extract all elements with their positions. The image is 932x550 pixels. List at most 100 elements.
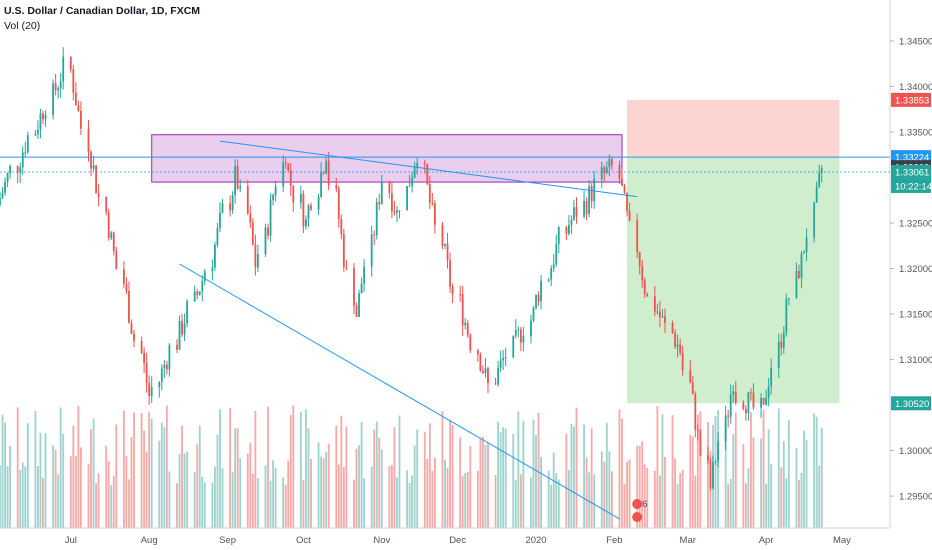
candle-body — [585, 200, 588, 214]
volume-bar — [72, 426, 75, 528]
candle-body — [583, 200, 585, 217]
price-tick-label: 1.32500 — [899, 219, 932, 230]
time-tick-label: May — [833, 535, 851, 546]
candle-body — [605, 167, 608, 174]
volume-bar — [54, 449, 57, 528]
volume-bar — [770, 464, 773, 528]
volume-bar — [176, 483, 178, 528]
volume-bar — [406, 470, 408, 528]
candle-body — [555, 244, 558, 265]
candle-body — [787, 297, 790, 299]
candle-body — [610, 158, 613, 166]
candle-body — [393, 211, 396, 213]
candle-body — [105, 197, 108, 213]
volume-bar — [236, 428, 239, 528]
candle-body — [573, 207, 575, 220]
volume-bar — [125, 456, 128, 528]
volume-bar — [115, 424, 118, 528]
volume-bar — [547, 470, 550, 528]
price-tick-label: 1.31500 — [899, 310, 932, 321]
volume-bar — [765, 483, 768, 528]
volume-bar — [19, 469, 22, 528]
candle-body — [628, 211, 631, 221]
volume-bar — [4, 422, 6, 528]
volume-bar — [24, 466, 27, 528]
volume-bar — [479, 437, 482, 528]
volume-bar — [337, 464, 340, 528]
volume-bar — [398, 415, 401, 528]
candle-body — [517, 329, 520, 331]
volume-bar — [787, 419, 790, 528]
volume-bar — [249, 442, 252, 528]
candle-body — [307, 205, 310, 220]
candle-body — [193, 291, 196, 302]
candle-body — [752, 392, 755, 408]
candle-body — [742, 402, 745, 409]
candle-body — [818, 172, 821, 187]
take-profit-zone — [627, 157, 840, 404]
candle-body — [143, 352, 146, 364]
volume-bar — [105, 445, 108, 528]
volume-bar — [762, 410, 765, 528]
candle-body — [24, 152, 27, 154]
volume-bar — [433, 457, 436, 528]
candle-body — [734, 391, 737, 403]
candle-body — [201, 281, 204, 292]
volume-bar — [307, 428, 310, 528]
volume-bar — [358, 445, 360, 528]
volume-bar — [302, 479, 305, 528]
candle-body — [115, 251, 118, 270]
candle-body — [798, 271, 800, 278]
candle-body — [54, 83, 57, 91]
volume-bar — [42, 477, 44, 528]
volume-bar — [522, 420, 525, 528]
volume-bar — [451, 424, 454, 528]
candle-body — [360, 283, 363, 294]
volume-bar — [519, 474, 522, 528]
candle-body — [674, 332, 676, 347]
volume-bar — [378, 437, 381, 528]
volume-bar — [777, 408, 780, 528]
volume-bar — [363, 478, 366, 528]
candle-body — [459, 294, 462, 296]
volume-bar — [742, 444, 745, 528]
candle-body — [231, 195, 234, 211]
volume-bar — [39, 432, 42, 528]
price-tag-bg — [891, 92, 931, 107]
event-flag-icon — [632, 512, 643, 522]
volume-bar — [373, 429, 376, 528]
volume-bar — [732, 434, 735, 528]
candle-body — [691, 382, 694, 395]
candle-body — [254, 244, 257, 268]
candle-body — [646, 294, 649, 297]
volume-bar — [264, 465, 267, 528]
candle-body — [140, 341, 143, 353]
candle-body — [305, 219, 307, 227]
volume-bar — [254, 411, 257, 528]
volume-bar — [798, 479, 800, 528]
event-count-label: 6 — [642, 499, 647, 510]
candle-body — [603, 167, 606, 174]
candle-body — [302, 193, 305, 227]
candle-body — [441, 224, 444, 246]
candle-body — [74, 92, 77, 106]
candle-body — [9, 165, 12, 174]
candle-body — [269, 200, 272, 236]
candle-body — [79, 110, 82, 129]
candle-body — [203, 271, 206, 282]
volume-bar — [287, 460, 290, 528]
volume-bar — [608, 451, 611, 528]
volume-bar — [696, 414, 699, 528]
volume-bar — [476, 470, 479, 528]
candle-body — [21, 152, 24, 168]
volume-bar — [555, 473, 558, 528]
volume-bar — [269, 480, 272, 528]
candle-body — [643, 280, 646, 295]
volume-bar — [122, 410, 125, 528]
volume-bar — [256, 478, 259, 528]
candle-body — [267, 227, 269, 236]
candle-body — [575, 207, 578, 217]
candle-body — [762, 397, 765, 405]
candle-body — [466, 322, 469, 336]
